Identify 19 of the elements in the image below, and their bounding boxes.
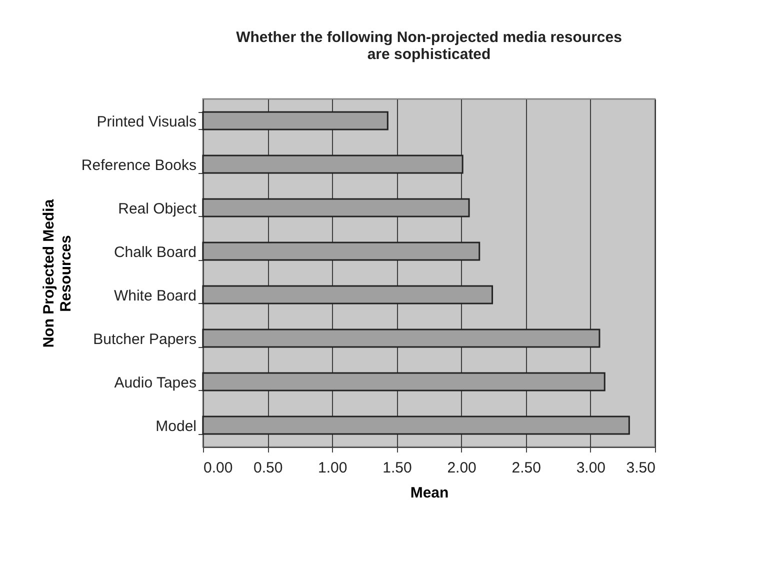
chart-title: Whether the following Non-projected media resources are sophisticated <box>236 29 622 63</box>
y-axis-title: Non Projected Media Resources <box>40 198 74 348</box>
y-tick-label: Chalk Board <box>114 244 196 261</box>
y-tick-label: Butcher Papers <box>93 330 196 348</box>
x-tick-label: 2.50 <box>512 460 541 476</box>
x-tick-label: 3.50 <box>626 460 656 476</box>
y-tick-label: Audio Tapes <box>114 374 196 392</box>
x-tick-label: 3.00 <box>576 460 606 476</box>
x-tick-label: 1.50 <box>382 460 412 476</box>
y-tick-label: Printed Visuals <box>96 113 196 130</box>
x-tick-label: 1.00 <box>318 460 348 476</box>
y-tick-label: Model <box>156 418 196 435</box>
y-tick-label: Reference Books <box>81 156 196 174</box>
x-tick-label: 2.00 <box>447 460 476 476</box>
y-tick-label: Real Object <box>118 200 198 218</box>
x-tick-label: 0.00 <box>204 460 233 476</box>
y-tick-label: White Board <box>114 287 196 304</box>
x-axis-title: Mean <box>410 484 449 502</box>
x-tick-label: 0.50 <box>253 460 283 476</box>
